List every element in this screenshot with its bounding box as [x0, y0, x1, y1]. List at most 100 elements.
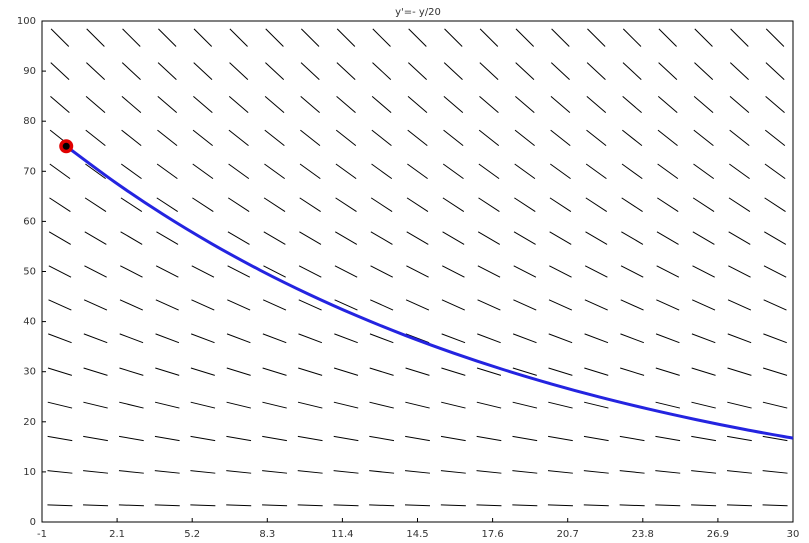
slope-segment [226, 504, 252, 507]
slope-segment [622, 62, 642, 80]
slope-segment [550, 163, 571, 180]
slope-segment [407, 163, 428, 180]
slope-segment [729, 62, 749, 80]
slope-segment [621, 163, 643, 180]
slope-segment [728, 231, 751, 245]
slope-segment [119, 367, 144, 376]
slope-segment [191, 265, 215, 278]
slope-segment [333, 470, 359, 474]
slope-segment [300, 28, 320, 47]
x-tick-label: 30 [787, 529, 800, 540]
slope-segment [691, 401, 716, 409]
slope-segment [154, 401, 180, 409]
slope-segment [583, 435, 609, 442]
slope-segment [549, 197, 572, 212]
slope-segment [658, 28, 677, 47]
slope-segment [48, 265, 72, 278]
slope-segment [657, 129, 678, 147]
slope-segment [691, 299, 716, 311]
slope-segment [476, 504, 502, 507]
slope-segment [583, 504, 609, 507]
slope-segment [118, 470, 144, 474]
slope-segment [691, 504, 717, 507]
slope-segment [727, 367, 752, 376]
slope-segment [762, 470, 788, 474]
slope-segment [477, 333, 501, 344]
slope-segment [515, 28, 535, 47]
slope-segment [655, 401, 681, 409]
slope-segment [47, 367, 73, 376]
slope-segment [369, 401, 394, 409]
slope-segment [692, 265, 715, 278]
slope-segment [620, 299, 644, 311]
slope-segment [764, 231, 787, 245]
x-tick-label: 23.8 [632, 529, 654, 540]
y-tick-label: 40 [23, 317, 36, 328]
slope-segment [620, 265, 644, 278]
slope-segment [442, 163, 464, 180]
slope-segment [551, 28, 570, 47]
slope-segment [298, 299, 322, 311]
slope-segment [336, 28, 356, 47]
slope-segment [192, 129, 213, 147]
slope-segment [764, 163, 786, 180]
slope-segment [262, 435, 287, 442]
slope-segment [585, 197, 608, 212]
slope-segment [619, 504, 645, 507]
slope-segment [441, 367, 466, 376]
slope-segment [263, 231, 286, 245]
slope-segment [444, 28, 463, 47]
slope-segment [655, 504, 681, 507]
slope-segment [657, 197, 679, 212]
slope-segment [762, 435, 788, 442]
slope-segment [263, 197, 286, 212]
slope-segment [655, 333, 680, 344]
slope-segment [83, 367, 108, 376]
slope-segment [727, 333, 752, 344]
x-tick-label: 17.6 [481, 529, 503, 540]
slope-segment [122, 28, 141, 47]
slope-segment [154, 470, 180, 474]
slope-segment [190, 504, 216, 507]
slope-segment [262, 504, 288, 507]
slope-segment [119, 333, 144, 344]
slope-segment [585, 231, 608, 245]
slope-segment [83, 333, 108, 344]
slope-segment [404, 504, 431, 507]
slope-segment [120, 231, 143, 245]
slope-segment [83, 299, 108, 311]
slope-segment [727, 401, 752, 409]
slope-segment [655, 470, 681, 474]
slope-segment [191, 299, 215, 311]
slope-segment [549, 231, 572, 245]
slope-segment [228, 129, 249, 147]
x-tick-label: 26.9 [707, 529, 729, 540]
slope-segment [547, 470, 573, 474]
slope-segment [299, 231, 322, 245]
slope-segment [621, 197, 643, 212]
slope-segment [694, 28, 713, 47]
slope-segment [514, 129, 535, 147]
slope-segment [298, 333, 323, 344]
slope-segment [227, 197, 250, 212]
slope-segment [512, 401, 538, 409]
slope-segment [155, 367, 180, 376]
slope-segment [333, 401, 359, 409]
slope-segment [83, 470, 109, 474]
slope-segment [584, 401, 609, 409]
y-tick-label: 30 [23, 367, 36, 378]
y-tick-label: 0 [30, 517, 36, 528]
slope-segment [370, 299, 394, 311]
slope-segment [477, 231, 501, 245]
y-tick-label: 10 [23, 467, 36, 478]
slope-segment [693, 95, 714, 114]
y-tick-label: 100 [17, 16, 36, 27]
slope-segment [729, 163, 750, 180]
slope-segment [50, 62, 70, 80]
slope-segment [515, 95, 535, 114]
slope-segment [86, 62, 106, 80]
slope-segment [694, 62, 714, 80]
slope-segment [726, 470, 752, 474]
